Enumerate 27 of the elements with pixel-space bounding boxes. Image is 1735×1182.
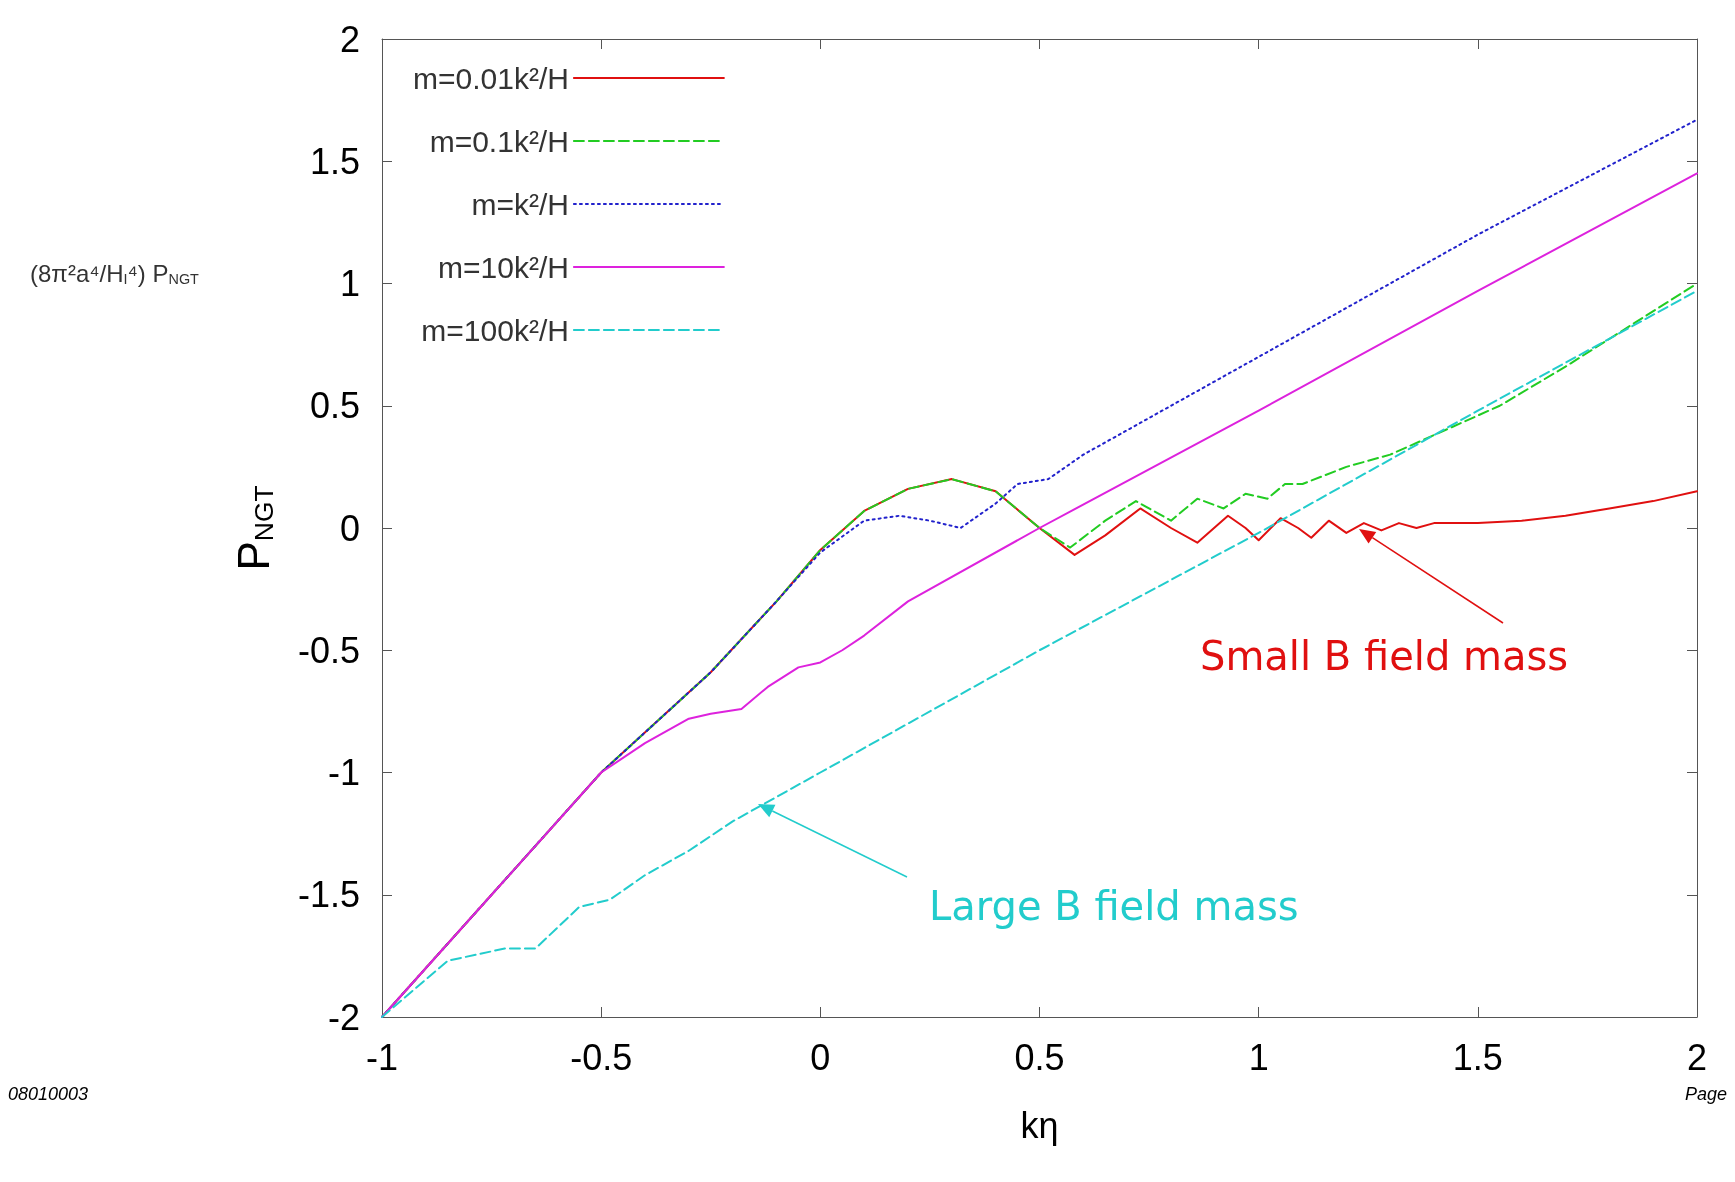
y-tick-label: -0.5	[297, 629, 360, 671]
annotation: Large B field mass	[929, 883, 1299, 929]
legend-label: m=0.1k²/H	[429, 124, 569, 158]
legend-label: m=10k²/H	[438, 250, 569, 284]
y-tick-label: 0	[339, 507, 360, 549]
legend-label: m=100k²/H	[421, 313, 569, 347]
y-tick-label: -1	[327, 752, 360, 793]
annotation: Small B field mass	[1200, 633, 1569, 679]
legend-label: m=0.01k²/H	[413, 61, 569, 95]
text: Page	[1684, 1084, 1728, 1104]
x-tick-label: 1.5	[1452, 1036, 1503, 1078]
y-tick-label: 2	[339, 18, 360, 60]
x-tick-label: -0.5	[570, 1036, 633, 1078]
x-tick-label: 1	[1248, 1036, 1269, 1078]
x-tick-label: 2	[1686, 1036, 1708, 1078]
y-tick-label: -2	[327, 996, 360, 1038]
x-tick-label: 0	[810, 1036, 831, 1078]
legend-label: m=k²/H	[471, 187, 569, 221]
y-tick-label: 1	[339, 263, 360, 304]
y-tick-label: 0.5	[309, 385, 360, 427]
text: 08010003	[8, 1084, 89, 1104]
y-tick-label: -1.5	[297, 874, 360, 916]
y-tick-label: 1.5	[309, 140, 360, 182]
y-axis-title: PNGT	[228, 485, 279, 571]
x-axis-title: kη	[1020, 1104, 1059, 1146]
x-tick-label: 0.5	[1014, 1036, 1065, 1078]
x-tick-label: -1	[365, 1036, 399, 1078]
